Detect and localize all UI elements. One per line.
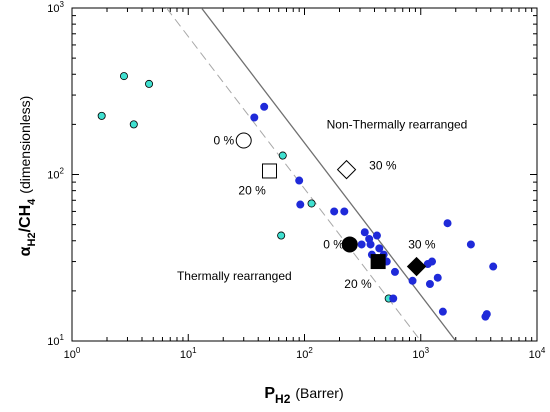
cyan-point: [277, 231, 286, 240]
blue-point: [295, 176, 304, 185]
label-0pct-filled: 0 %: [323, 237, 344, 251]
plot-area: [71, 7, 538, 342]
label-0pct-open: 0 %: [214, 134, 235, 148]
cyan-point: [97, 111, 106, 120]
cyan-point: [129, 120, 138, 129]
cyan-point: [119, 72, 128, 81]
blue-point: [489, 262, 498, 271]
highlight-markers: [235, 132, 427, 277]
blue-point: [296, 200, 305, 209]
blue-point: [375, 244, 384, 253]
blue-point: [408, 276, 417, 285]
y-tick-label: 101: [47, 333, 64, 348]
blue-point: [482, 310, 491, 319]
blue-point: [357, 240, 366, 249]
y-axis-title: αH2/CH4(dimensionless): [17, 96, 38, 257]
label-non-thermal: Non-Thermally rearranged: [327, 117, 468, 131]
blue-point: [340, 207, 349, 216]
marker-ntr-20: [370, 254, 386, 270]
blue-point: [366, 240, 375, 249]
blue-point: [372, 231, 381, 240]
blue-point: [390, 267, 399, 276]
label-thermal: Thermally rearranged: [177, 269, 292, 283]
blue-point: [425, 279, 434, 288]
cyan-point: [307, 199, 316, 208]
marker-ntr-30: [336, 159, 357, 180]
label-20pct-filled: 20 %: [344, 277, 372, 291]
marker-tr-0: [235, 132, 252, 149]
y-tick-label: 102: [47, 167, 64, 182]
blue-point: [443, 219, 452, 228]
annotations: 0 % 20 % 30 % Non-Thermally rearranged 0 % 30…: [177, 117, 467, 291]
upper-bound-line: [200, 8, 457, 341]
cyan-point: [278, 151, 287, 160]
cyan-point: [145, 79, 154, 88]
blue-point: [428, 257, 437, 266]
blue-point: [260, 102, 269, 111]
bound-lines: [166, 8, 457, 341]
blue-point: [466, 240, 475, 249]
blue-point: [360, 228, 369, 237]
x-tick-label: 100: [64, 346, 81, 361]
label-30pct-filled: 30 %: [408, 237, 436, 251]
blue-point: [389, 294, 398, 303]
blue-point: [438, 307, 447, 316]
x-tick-label: 102: [296, 346, 313, 361]
x-tick-label: 101: [180, 346, 197, 361]
x-tick-label: 103: [412, 346, 429, 361]
y-tick-label: 103: [47, 0, 64, 15]
label-30pct-open: 30 %: [369, 159, 397, 173]
blue-point: [330, 207, 339, 216]
marker-ntr-0: [341, 236, 358, 253]
x-axis-title: PH2 (Barrer): [264, 385, 343, 406]
marker-ntr-30b: [406, 256, 427, 277]
x-tick-label: 104: [529, 346, 546, 361]
blue-point: [250, 113, 259, 122]
blue-point: [433, 273, 442, 282]
marker-tr-20: [262, 163, 278, 179]
label-20pct-open: 20 %: [238, 184, 266, 198]
axis-ticks: [71, 8, 537, 342]
data-points: [97, 72, 498, 321]
